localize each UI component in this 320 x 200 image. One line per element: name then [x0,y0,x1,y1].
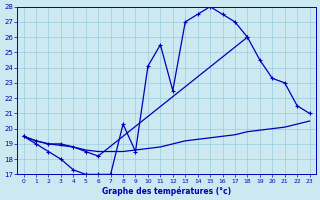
X-axis label: Graphe des températures (°c): Graphe des températures (°c) [102,186,231,196]
